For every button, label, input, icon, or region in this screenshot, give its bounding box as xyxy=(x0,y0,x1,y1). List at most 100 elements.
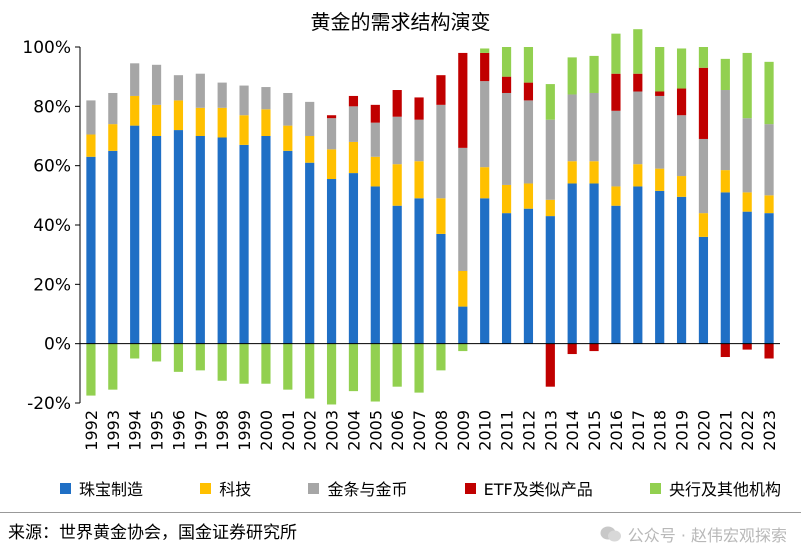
bar-2021-s1 xyxy=(720,170,730,193)
bar-1992-s2 xyxy=(86,100,96,135)
bar-2010-s4 xyxy=(480,48,490,53)
x-tick-label: 2009 xyxy=(454,410,473,451)
bar-2008-s2 xyxy=(436,104,446,199)
bar-2009-s4 xyxy=(458,343,468,352)
bar-1995-s2 xyxy=(151,64,162,105)
bar-2017-s2 xyxy=(633,91,643,165)
bar-1996-s0 xyxy=(173,130,184,344)
bar-1999-s0 xyxy=(239,144,249,344)
x-tick-label: 1999 xyxy=(235,410,254,451)
bar-2004-s1 xyxy=(348,141,359,174)
bar-2017-s3 xyxy=(633,73,643,92)
bar-2006-s3 xyxy=(392,90,402,117)
x-tick-label: 2022 xyxy=(738,410,757,451)
bar-1995-s0 xyxy=(151,136,162,344)
x-tick-label: 2023 xyxy=(760,410,779,451)
bar-2000-s0 xyxy=(261,136,271,344)
x-tick-label: 1996 xyxy=(169,410,188,451)
bar-2011-s1 xyxy=(501,184,512,214)
bar-2018-s3 xyxy=(655,91,665,96)
bar-2007-s0 xyxy=(414,198,424,344)
x-tick-label: 2017 xyxy=(629,410,648,451)
bar-1993-s4 xyxy=(108,343,118,390)
bar-2007-s4 xyxy=(414,343,424,393)
x-tick-label: 2002 xyxy=(301,410,320,451)
bar-2013-s2 xyxy=(545,119,555,200)
bar-1992-s1 xyxy=(86,134,96,157)
divider xyxy=(0,512,801,513)
bar-2022-s1 xyxy=(742,192,752,212)
bar-1999-s1 xyxy=(239,115,249,145)
bar-2020-s0 xyxy=(698,236,709,344)
bar-2005-s0 xyxy=(370,186,380,344)
bar-2015-s1 xyxy=(589,161,599,184)
bar-2016-s0 xyxy=(611,205,621,344)
bar-2020-s3 xyxy=(698,67,709,139)
bar-2007-s2 xyxy=(414,119,424,162)
bar-2002-s0 xyxy=(305,162,315,344)
bar-1993-s0 xyxy=(108,150,118,344)
legend-swatch xyxy=(464,482,476,494)
bar-2004-s4 xyxy=(348,343,359,392)
bar-2001-s1 xyxy=(283,125,293,151)
bar-2022-s2 xyxy=(742,118,752,193)
bar-2019-s0 xyxy=(676,196,687,344)
x-tick-label: 2011 xyxy=(498,410,517,451)
bar-2000-s1 xyxy=(261,109,271,136)
x-tick-label: 2020 xyxy=(694,410,713,451)
x-tick-label: 2008 xyxy=(432,410,451,451)
legend-label: 珠宝制造 xyxy=(79,480,144,499)
bar-2018-s4 xyxy=(655,47,665,92)
bar-1999-s2 xyxy=(239,85,249,116)
x-tick-label: 2004 xyxy=(344,410,363,451)
bar-2022-s3 xyxy=(742,343,752,350)
x-tick-label: 2013 xyxy=(541,410,560,451)
bar-1994-s4 xyxy=(130,343,140,359)
bar-2008-s1 xyxy=(436,198,446,234)
legend-swatch xyxy=(308,482,320,494)
bar-2021-s2 xyxy=(720,90,730,171)
bar-2003-s2 xyxy=(326,118,337,150)
bar-2023-s4 xyxy=(764,61,774,125)
x-tick-label: 2012 xyxy=(519,410,538,451)
bars-layer xyxy=(86,29,774,405)
bar-2015-s4 xyxy=(589,55,599,93)
bar-2022-s4 xyxy=(742,52,752,119)
bar-2020-s4 xyxy=(698,47,709,68)
bar-2016-s2 xyxy=(611,110,621,187)
bar-2005-s3 xyxy=(370,104,380,123)
bar-2014-s2 xyxy=(567,94,577,162)
bar-1995-s1 xyxy=(151,104,162,136)
chart-plot: 100%80%60%40%20%0%-20% 1992 1993 1994 1995 1… xyxy=(22,29,780,451)
bar-2012-s2 xyxy=(523,100,534,184)
bar-2019-s1 xyxy=(676,176,687,197)
bar-1997-s2 xyxy=(195,73,205,108)
wechat-icon xyxy=(600,526,621,542)
bar-2013-s0 xyxy=(545,216,555,344)
bar-1995-s4 xyxy=(151,343,162,362)
bar-2007-s1 xyxy=(414,161,424,199)
bar-2010-s3 xyxy=(480,52,490,82)
bar-1996-s2 xyxy=(173,75,184,101)
bar-2012-s4 xyxy=(523,47,534,83)
bar-2008-s0 xyxy=(436,233,446,344)
bar-2013-s4 xyxy=(545,84,555,120)
x-tick-label: 1994 xyxy=(126,410,145,451)
bar-2019-s4 xyxy=(676,48,687,89)
bar-2017-s4 xyxy=(633,29,643,74)
bar-2002-s2 xyxy=(305,101,315,136)
bar-2009-s3 xyxy=(458,52,468,148)
bar-1997-s0 xyxy=(195,136,205,344)
bar-2023-s0 xyxy=(764,213,774,344)
x-tick-label: 2014 xyxy=(563,410,582,451)
bar-2012-s3 xyxy=(523,82,534,101)
bar-2023-s1 xyxy=(764,195,774,214)
legend-swatch xyxy=(649,482,661,494)
bar-2009-s0 xyxy=(458,306,468,344)
bar-2021-s4 xyxy=(720,58,730,91)
bar-2003-s0 xyxy=(326,179,337,344)
bar-2013-s3 xyxy=(545,343,555,387)
y-tick-label: 80% xyxy=(33,97,71,117)
bar-2015-s0 xyxy=(589,183,599,344)
legend-label: 央行及其他机构 xyxy=(668,480,781,499)
